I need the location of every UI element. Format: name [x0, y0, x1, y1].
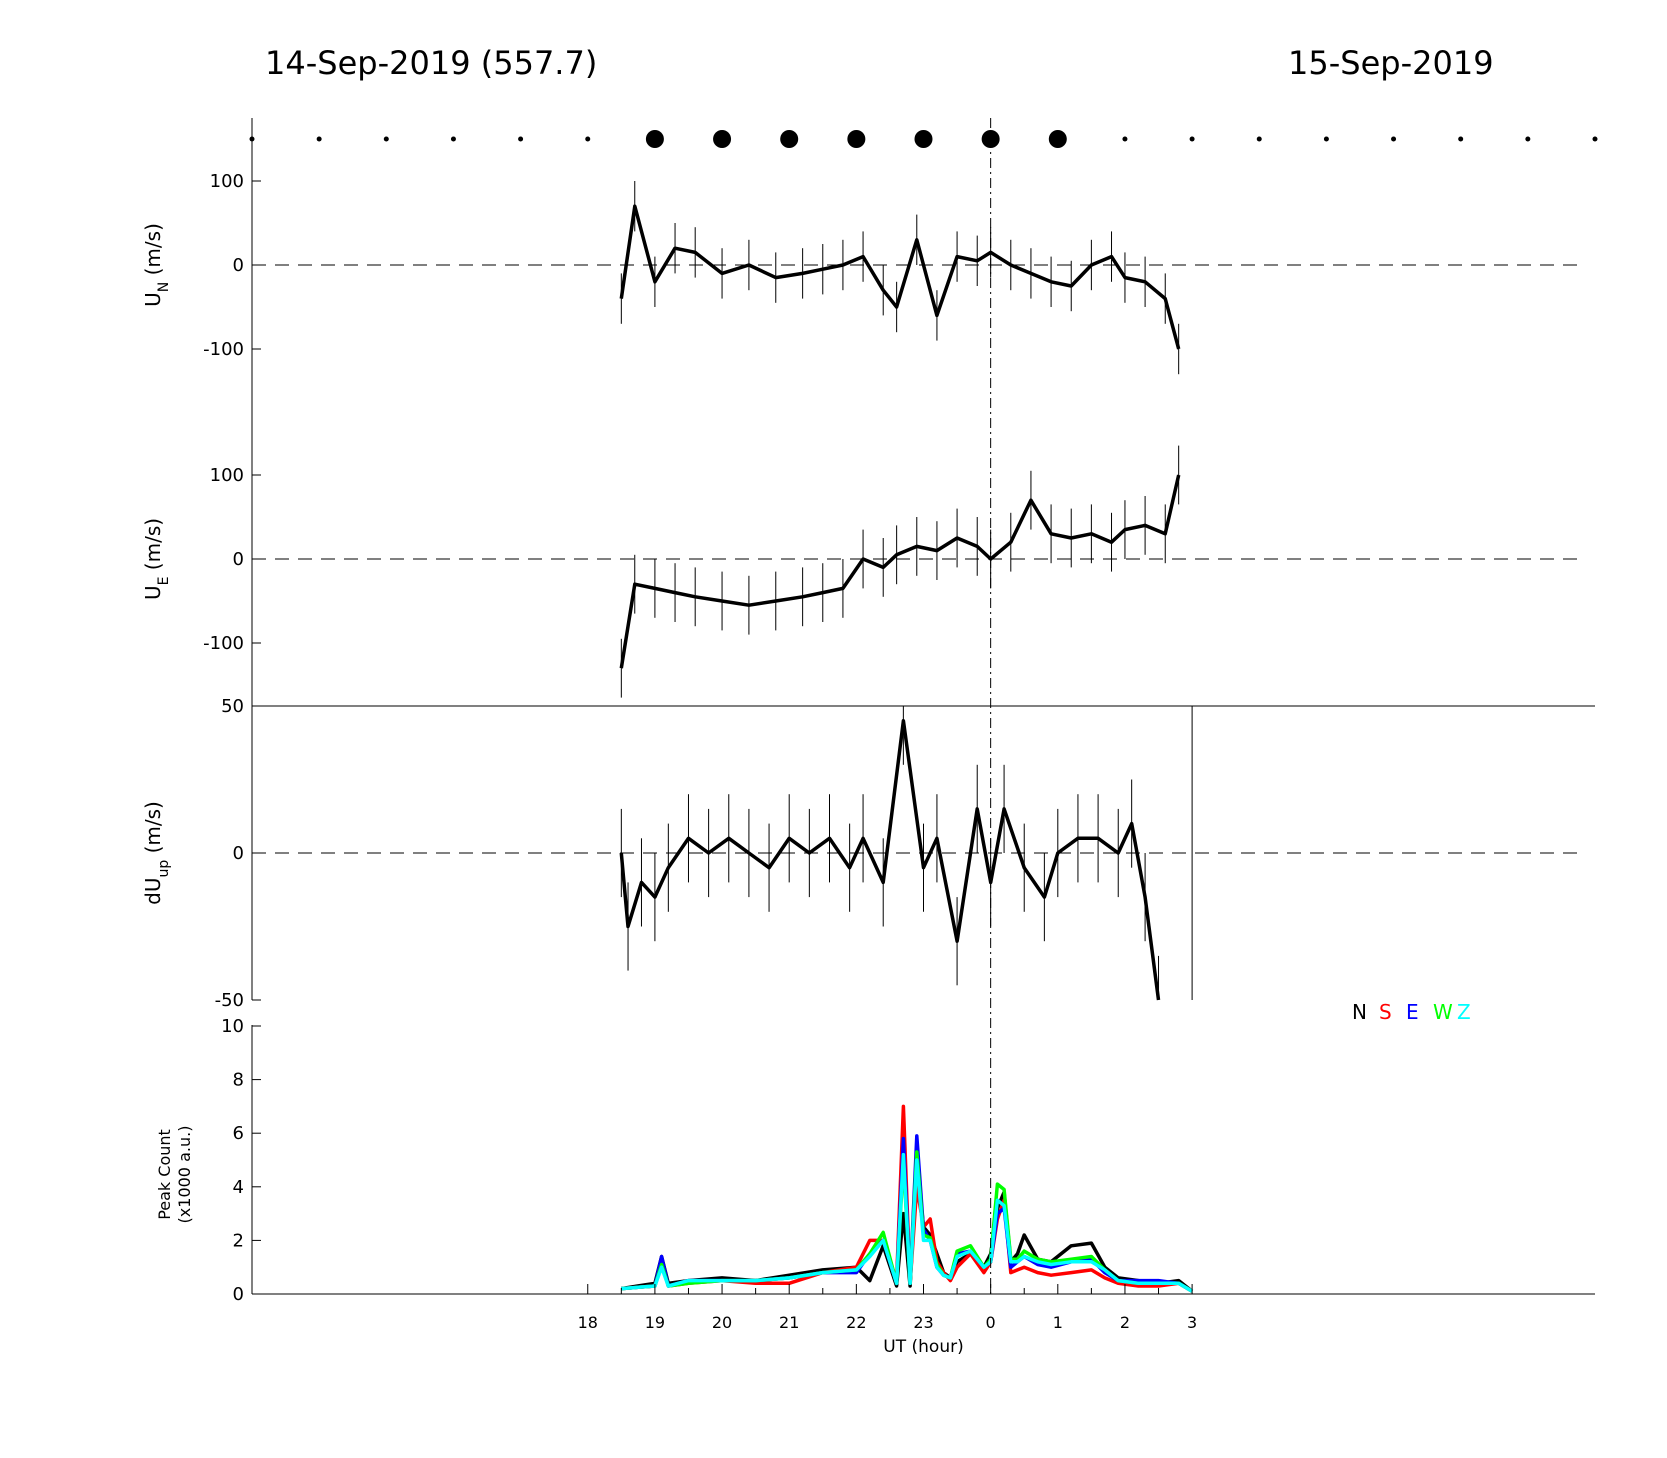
- x-tick-label: 22: [846, 1313, 866, 1332]
- legend-item-E: E: [1406, 1000, 1419, 1024]
- panel-peak: 0 2 4 6 8 10 Peak Count (x1000 a.u.) N S E W Z: [155, 1000, 1595, 1305]
- y-label-main: U: [141, 292, 165, 307]
- y-label-main: U: [141, 585, 165, 600]
- y-tick-label: 100: [210, 171, 244, 192]
- x-axis: 18 19 20 21 22 23 0 1 2 3UT (hour): [578, 1284, 1197, 1357]
- series-line-Z: [621, 1152, 1193, 1293]
- marker-small: [1189, 136, 1195, 142]
- y-label-unit: (m/s): [141, 518, 165, 577]
- y-tick-label: 8: [233, 1070, 244, 1091]
- figure-title-right: 15-Sep-2019: [1288, 44, 1494, 82]
- y-tick-label: -100: [203, 339, 244, 360]
- y-label-unit: (m/s): [141, 223, 165, 282]
- x-tick-label: 19: [645, 1313, 665, 1332]
- legend-item-Z: Z: [1457, 1000, 1471, 1024]
- x-tick-label: 1: [1053, 1313, 1063, 1332]
- y-tick-label: -100: [203, 633, 244, 654]
- y-tick-label: 0: [233, 843, 244, 864]
- legend-item-N: N: [1352, 1000, 1367, 1024]
- x-axis-label: UT (hour): [883, 1337, 963, 1357]
- y-label-main: dU: [141, 878, 165, 905]
- x-tick-label: 23: [913, 1313, 933, 1332]
- marker-small: [1458, 136, 1464, 142]
- y-label-subscript: N: [156, 282, 172, 292]
- marker-small: [1256, 136, 1262, 142]
- y-tick-label: 0: [233, 1284, 244, 1305]
- x-tick-label: 18: [578, 1313, 598, 1332]
- legend-item-S: S: [1379, 1000, 1392, 1024]
- series-line: [619, 204, 1181, 350]
- series-line: [619, 474, 1181, 669]
- marker-small: [249, 136, 255, 142]
- y-tick-label: 6: [233, 1123, 244, 1144]
- marker-small: [1323, 136, 1329, 142]
- y-tick-label: 4: [233, 1177, 244, 1198]
- panel-duup: -50 0 50 dUup (m/s): [141, 696, 1595, 1011]
- y-axis-label-line1: Peak Count: [155, 1129, 174, 1220]
- marker-large: [847, 130, 866, 148]
- y-axis-label: UN (m/s): [141, 223, 172, 307]
- series-line: [619, 718, 1161, 1001]
- figure-title-left: 14-Sep-2019 (557.7): [265, 44, 598, 82]
- y-axis-label: UE (m/s): [141, 518, 172, 600]
- y-tick-label: -50: [215, 990, 244, 1011]
- legend-item-W: W: [1433, 1000, 1453, 1024]
- y-label-subscript: up: [156, 860, 172, 878]
- marker-large: [914, 130, 933, 148]
- x-tick-label: 20: [712, 1313, 732, 1332]
- marker-small: [1525, 136, 1531, 142]
- marker-large: [1048, 130, 1067, 148]
- y-tick-label: 10: [221, 1016, 244, 1037]
- marker-small: [450, 136, 456, 142]
- marker-small: [1122, 136, 1128, 142]
- y-axis-label: dUup (m/s): [141, 801, 172, 905]
- x-tick-label: 3: [1187, 1313, 1197, 1332]
- marker-large: [645, 130, 664, 148]
- y-axis-label-line2: (x1000 a.u.): [175, 1126, 194, 1224]
- y-tick-label: 100: [210, 465, 244, 486]
- y-tick-label: 0: [233, 549, 244, 570]
- marker-large: [780, 130, 799, 148]
- marker-small: [1391, 136, 1397, 142]
- x-tick-label: 21: [779, 1313, 799, 1332]
- y-tick-label: 2: [233, 1230, 244, 1251]
- x-tick-label: 2: [1120, 1313, 1130, 1332]
- marker-small: [518, 136, 524, 142]
- panel-un: -100 0 100 UN (m/s): [141, 118, 1598, 412]
- y-tick-label: 50: [221, 696, 244, 717]
- marker-small: [383, 136, 389, 142]
- y-label-subscript: E: [156, 577, 172, 586]
- x-tick-label: 0: [986, 1313, 996, 1332]
- panel-ue: -100 0 100 UE (m/s): [141, 412, 1583, 706]
- marker-large: [713, 130, 732, 148]
- marker-small: [316, 136, 322, 142]
- y-tick-label: 0: [233, 255, 244, 276]
- marker-small: [1592, 136, 1598, 142]
- y-label-unit: (m/s): [141, 801, 165, 860]
- marker-small: [585, 136, 591, 142]
